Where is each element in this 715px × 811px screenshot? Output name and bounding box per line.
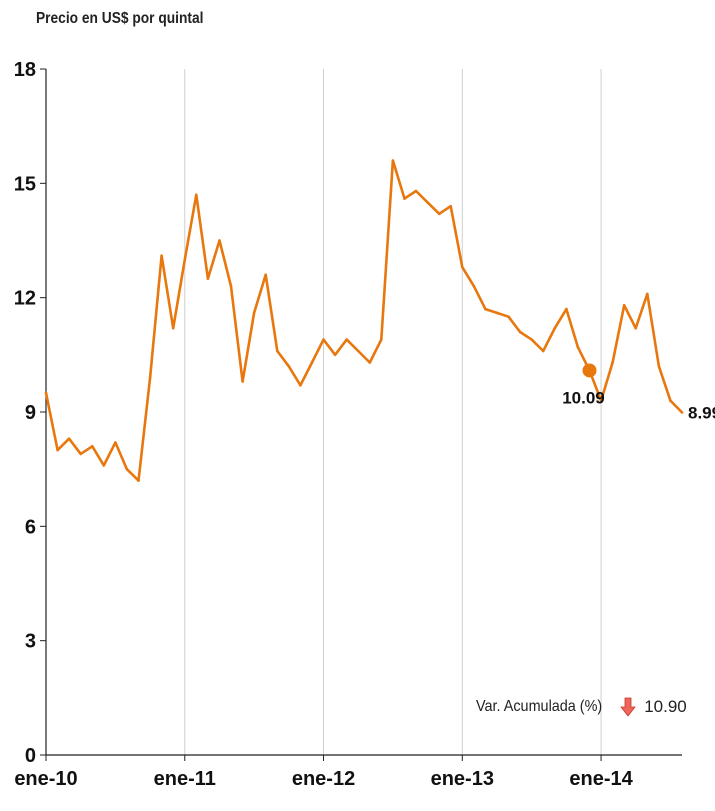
cumulative-variation-value: 10.90 — [644, 697, 687, 716]
y-tick-labels: 0 3 6 9 12 15 18 — [14, 59, 36, 767]
data-point-2012-05 — [368, 361, 372, 364]
data-point-2011-11 — [299, 384, 302, 387]
annotation-label-1: 8.99 — [688, 403, 715, 422]
data-point-2010-04 — [79, 452, 82, 456]
data-point-2010-02 — [56, 448, 59, 452]
cumulative-variation-label: Var. Acumulada (%) — [476, 698, 603, 715]
data-point-2012-06 — [380, 338, 383, 341]
data-point-2014-07 — [669, 399, 672, 402]
data-point-2011-01 — [183, 258, 187, 261]
data-point-2012-09 — [414, 189, 418, 193]
y-tick-label-0: 0 — [25, 745, 36, 767]
data-point-2014-02 — [611, 361, 614, 364]
data-point-2011-10 — [287, 365, 291, 368]
data-point-2011-03 — [206, 277, 210, 280]
data-point-2013-03 — [484, 307, 487, 311]
data-point-2013-09 — [553, 326, 557, 330]
data-point-2011-06 — [241, 380, 244, 383]
data-point-2010-01 — [44, 391, 48, 395]
data-point-2013-05 — [507, 315, 510, 319]
y-tick-label-3: 3 — [25, 631, 36, 653]
data-point-2012-07 — [391, 159, 395, 162]
cumulative-variation: Var. Acumulada (%) 10.90 — [476, 697, 687, 717]
chart-gridlines — [184, 69, 602, 755]
data-point-2012-01 — [322, 338, 325, 341]
series-line-0 — [44, 159, 684, 482]
data-point-2014-05 — [646, 292, 649, 296]
data-point-2010-12 — [171, 326, 175, 330]
down-arrow-icon — [620, 697, 637, 717]
data-point-2013-11 — [576, 345, 580, 349]
data-point-2013-01 — [461, 265, 464, 269]
data-point-2012-02 — [333, 353, 337, 357]
series-group — [44, 159, 684, 482]
x-tick-label-1: ene-11 — [154, 768, 216, 790]
data-point-2012-04 — [356, 349, 360, 353]
x-tick-labels: ene-10 ene-11 ene-12 ene-13 ene-14 — [14, 768, 633, 790]
data-point-2013-10 — [565, 307, 568, 311]
data-point-2010-09 — [137, 479, 140, 482]
data-point-2012-08 — [403, 197, 406, 200]
data-point-2011-07 — [252, 311, 256, 315]
data-point-2011-09 — [276, 349, 279, 353]
data-point-2014-06 — [657, 365, 661, 368]
x-tick-label-3: ene-13 — [431, 768, 494, 790]
data-point-2011-04 — [218, 239, 221, 242]
y-tick-label-15: 15 — [14, 173, 36, 195]
data-point-2011-05 — [229, 284, 233, 288]
data-point-2014-01 — [599, 399, 603, 402]
y-axis-label: Precio en US$ por quintal — [36, 10, 204, 27]
y-tick-label-9: 9 — [25, 402, 36, 424]
x-tick-label-0: ene-10 — [14, 768, 77, 790]
data-point-2013-08 — [541, 349, 545, 353]
data-point-2013-07 — [530, 338, 533, 341]
data-point-2010-08 — [125, 467, 129, 471]
data-point-2010-03 — [67, 437, 71, 441]
data-point-2012-12 — [449, 204, 453, 208]
x-tick-label-2: ene-12 — [292, 768, 355, 790]
y-tick-label-12: 12 — [14, 288, 36, 310]
data-point-2013-06 — [518, 330, 522, 334]
data-point-2013-02 — [472, 284, 476, 288]
y-tick-label-6: 6 — [25, 516, 36, 538]
x-tick-label-4: ene-14 — [569, 768, 633, 790]
y-tick-label-18: 18 — [14, 59, 36, 81]
data-point-2010-10 — [148, 376, 152, 380]
data-point-2011-02 — [195, 193, 198, 197]
annotation-marker-0 — [582, 363, 597, 378]
data-point-2013-04 — [495, 311, 499, 315]
data-point-2010-07 — [114, 441, 117, 444]
data-point-2011-12 — [310, 361, 314, 364]
annotation-label-0: 10.09 — [562, 388, 605, 407]
data-point-2012-11 — [437, 212, 441, 216]
data-point-2014-04 — [634, 326, 637, 330]
data-point-2011-08 — [264, 273, 268, 277]
annotations-group: 10.09 8.99 — [562, 363, 715, 422]
data-point-2012-10 — [426, 201, 429, 204]
data-point-2010-11 — [160, 254, 163, 257]
data-point-2012-03 — [345, 338, 349, 341]
chart-axes — [40, 68, 682, 761]
data-point-2014-08 — [680, 411, 684, 414]
data-point-2010-06 — [102, 464, 106, 467]
data-point-2014-03 — [622, 304, 626, 307]
data-point-2010-05 — [91, 445, 94, 448]
